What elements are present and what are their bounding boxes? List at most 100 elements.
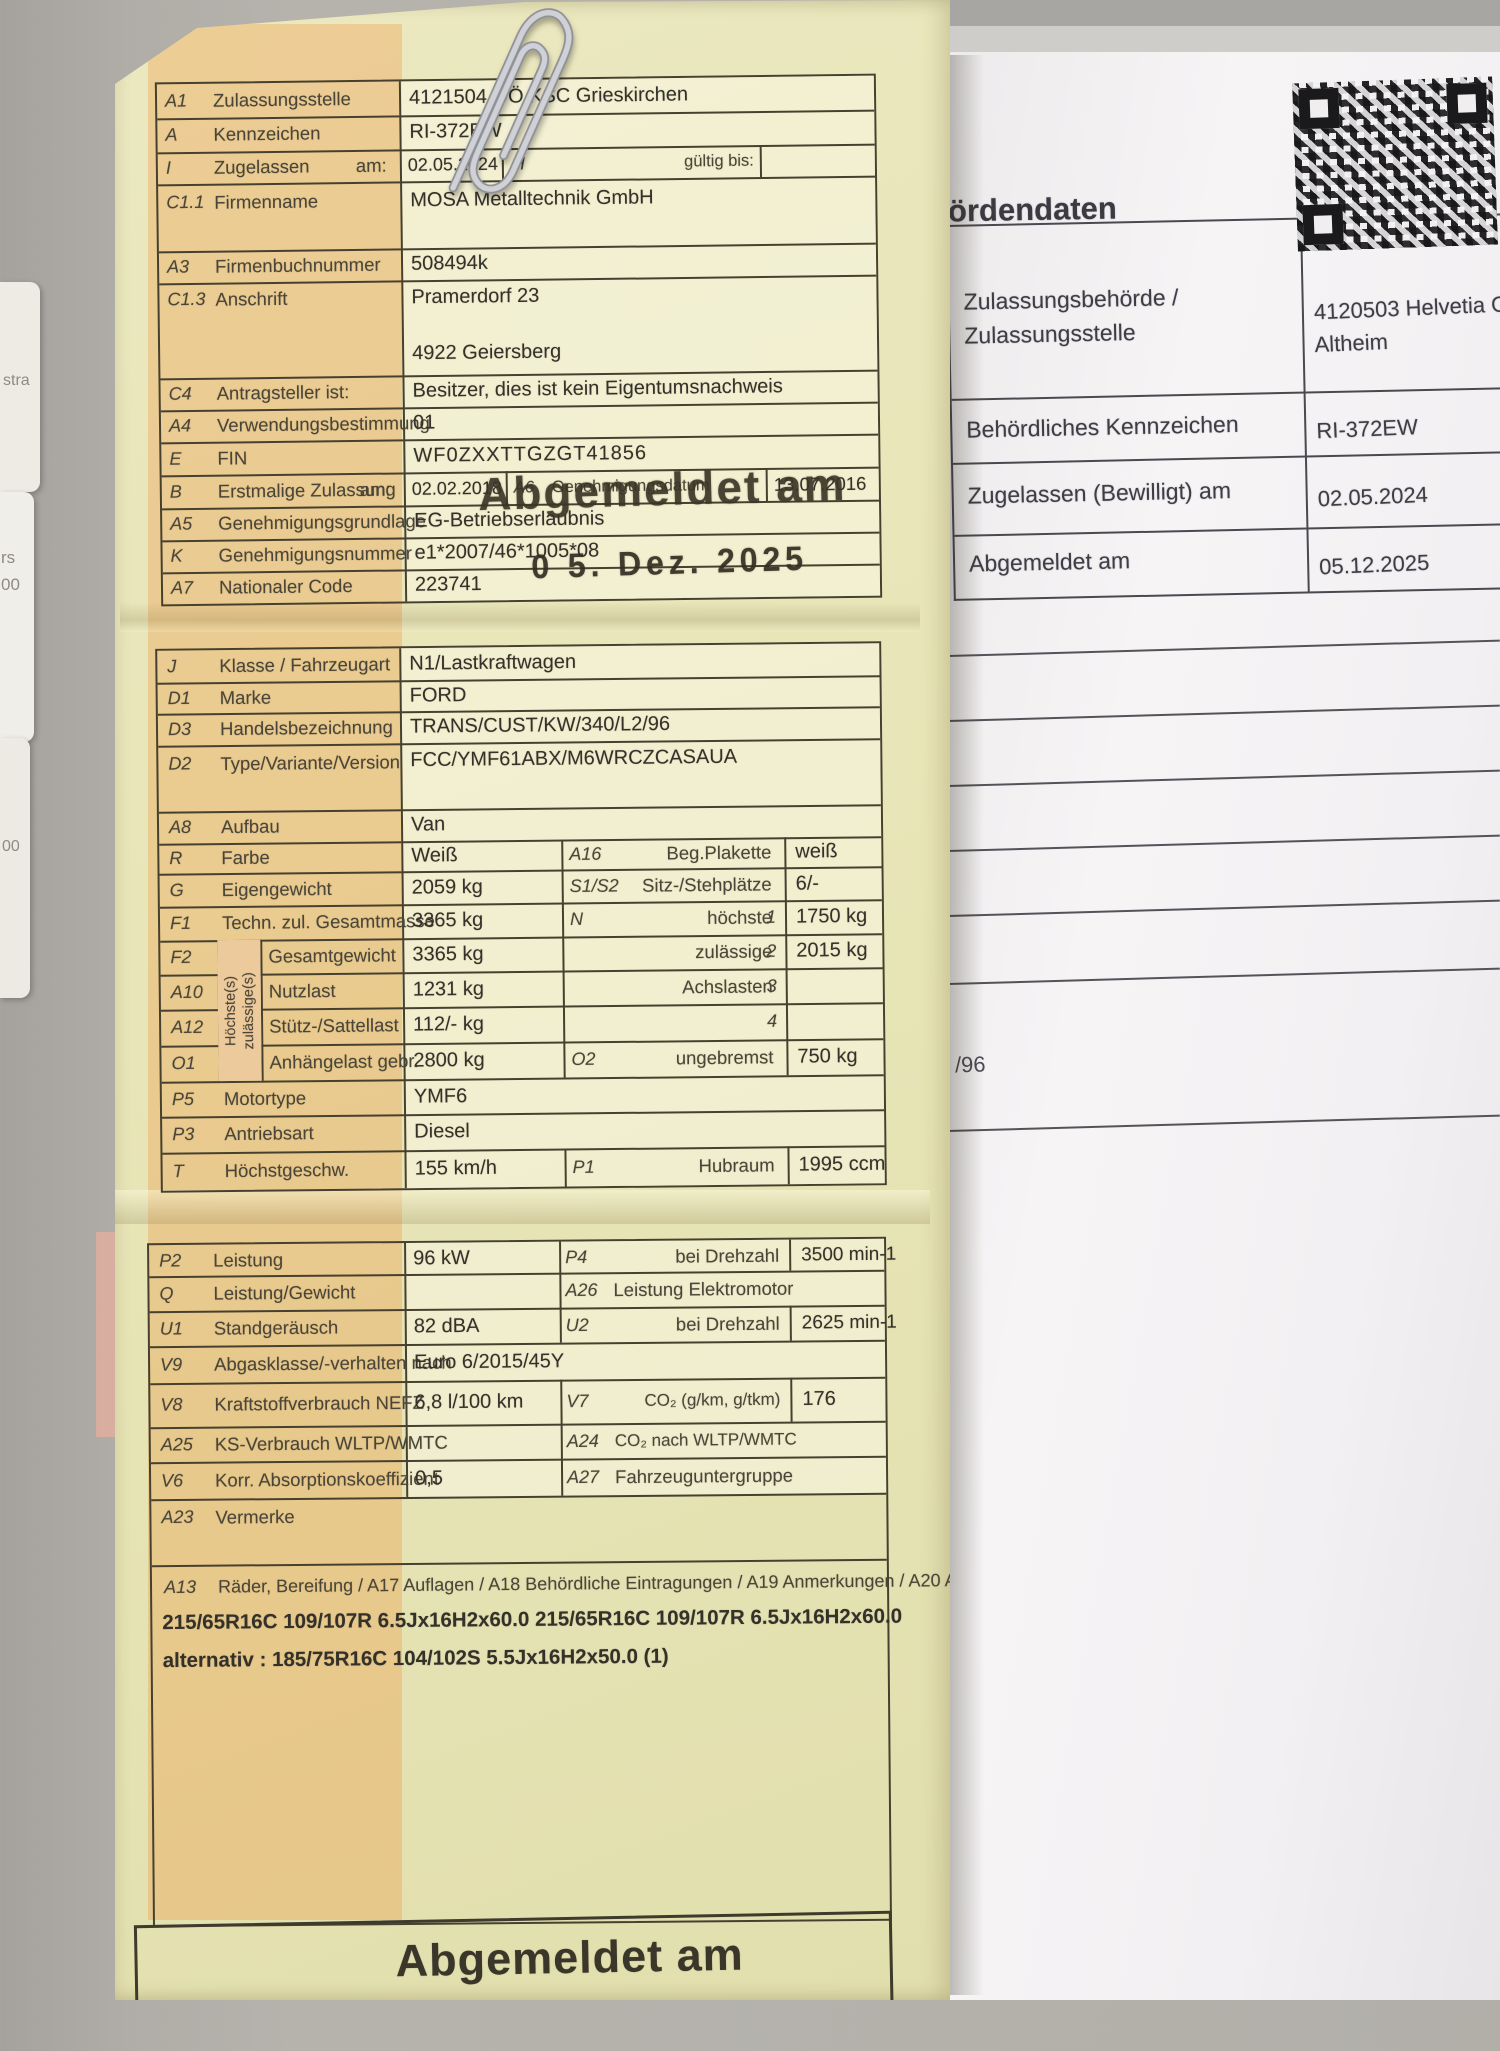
- cell-code: C1.3: [167, 288, 206, 310]
- cell-value: 0,5: [414, 1466, 443, 1489]
- subcolumn-divider: [790, 1377, 793, 1422]
- cell-label: Höchstgeschw.: [224, 1158, 350, 1182]
- behoerdendaten-page: [928, 52, 1500, 2000]
- cell-code: P5: [171, 1088, 195, 1109]
- cell-label2: Leistung Elektromotor: [613, 1277, 794, 1300]
- cell-code: C4: [168, 383, 192, 404]
- row-label: Behördliches Kennzeichen: [966, 410, 1239, 443]
- group-label-line: Höchste(s): [221, 975, 239, 1046]
- cell-code: F1: [169, 912, 192, 934]
- cell-value: Weiß: [411, 844, 458, 867]
- row-value: 02.05.2024: [1317, 481, 1429, 512]
- cell-label: Farbe: [221, 846, 270, 869]
- cell-value: 223741: [414, 572, 482, 596]
- cell-code: O1: [171, 1052, 196, 1074]
- row-value: Altheim: [1314, 329, 1389, 358]
- group-label-line: zulässige(s): [240, 971, 257, 1050]
- table-row: Zugelassen (Bewilligt) am 02.05.2024: [952, 451, 1500, 537]
- cell-label: Kraftstoffverbrauch NEFZ: [214, 1391, 424, 1415]
- cell-code: A23: [161, 1506, 194, 1528]
- row-label: Zulassungsbehörde /: [963, 284, 1179, 315]
- cell-label: Eigengewicht: [221, 877, 332, 900]
- cell-code2: P1: [572, 1156, 595, 1177]
- cell-code: P2: [159, 1249, 182, 1271]
- cell-value2: 3500 min-1: [801, 1243, 897, 1266]
- cell-label: FIN: [217, 446, 248, 469]
- row-label: Abgemeldet am: [968, 547, 1131, 577]
- cell-am: am:: [355, 154, 387, 176]
- cell-num: 1: [765, 906, 777, 927]
- qr-finder: [1298, 87, 1340, 130]
- cell-value2: 176: [802, 1387, 836, 1411]
- stamp-abgemeldet: Abgemeldet am: [477, 457, 848, 521]
- cell-label: Nutzlast: [268, 979, 336, 1002]
- cell-value2: weiß: [795, 840, 838, 863]
- cell-code: D2: [168, 753, 192, 774]
- cell-label: Zugelassen: [213, 155, 310, 178]
- cell-label: Antragsteller ist:: [216, 381, 350, 404]
- cell-label: Genehmigungsnummer: [218, 542, 413, 566]
- subcolumn-divider: [789, 1239, 792, 1271]
- cell-label: Verwendungsbestimmung: [216, 412, 431, 436]
- cell-code2: P4: [565, 1246, 588, 1267]
- cell-value: 82 dBA: [413, 1314, 480, 1337]
- cell-label: Motortype: [223, 1086, 307, 1109]
- cell-value: TRANS/CUST/KW/340/L2/96: [409, 712, 671, 738]
- paper-fragment-text: 00: [1, 575, 20, 594]
- subcolumn-divider: [789, 1305, 792, 1341]
- cell-label2: CO₂ nach WLTP/WMTC: [614, 1429, 797, 1450]
- paper-crease: [120, 602, 920, 632]
- cell-code: G: [169, 879, 184, 900]
- cell-code: P3: [172, 1123, 195, 1145]
- cell-value2: 2015 kg: [796, 938, 868, 962]
- cell-code2: A26: [565, 1279, 598, 1300]
- cell-code: J: [167, 656, 177, 677]
- cell-label: Nationaler Code: [218, 575, 353, 598]
- cell-code: T: [172, 1161, 184, 1182]
- left-paper-sliver: [0, 282, 40, 492]
- cell-label: Korr. Absorptionskoeffizient: [215, 1467, 440, 1491]
- form-table-power: P2 Leistung 96 kW P4 bei Drehzahl 3500 m…: [147, 1236, 950, 1928]
- cell-value2: 2625 min-1: [801, 1311, 897, 1334]
- bottom-stamp-box: Abgemeldet am: [133, 1910, 895, 2000]
- cell-label: Gesamtgewicht: [268, 944, 396, 967]
- cell-value: 1231 kg: [412, 977, 485, 1001]
- row-label: Zugelassen (Bewilligt) am: [967, 477, 1232, 509]
- cell-code: D3: [167, 718, 192, 740]
- cell-label: Aufbau: [220, 815, 280, 838]
- cell-num: 2: [766, 940, 777, 961]
- cell-label: Techn. zul. Gesamtmasse: [221, 909, 435, 934]
- cell-value: 2800 kg: [413, 1048, 485, 1072]
- cell-value: YMF6: [413, 1084, 468, 1108]
- cell-code: A3: [166, 256, 190, 277]
- cell-label2: Fahrzeuguntergruppe: [614, 1464, 794, 1487]
- cell-value: 6,8 l/100 km: [414, 1390, 524, 1414]
- cell-code: I: [165, 157, 172, 178]
- cell-value2: 1995 ccm: [798, 1152, 886, 1176]
- cell-value: 96 kW: [413, 1246, 470, 1269]
- cell-label2: Sitz-/Stehplätze: [641, 872, 772, 896]
- cell-label: Leistung/Gewicht: [213, 1280, 356, 1304]
- cell-label: Vermerke: [215, 1505, 295, 1528]
- a13-tires-line2: alternativ : 185/75R16C 104/102S 5.5Jx16…: [162, 1644, 669, 1673]
- cell-label: Firmenbuchnummer: [214, 253, 381, 277]
- cell-label: Standgeräusch: [213, 1316, 339, 1339]
- cell-value: 01: [412, 411, 436, 434]
- cell-code: B: [169, 481, 182, 502]
- cell-code: A10: [170, 981, 203, 1002]
- bottom-stamp-text: Abgemeldet am: [395, 1928, 745, 1987]
- row-label: Zulassungsstelle: [964, 319, 1136, 349]
- cell-value2: 750 kg: [797, 1044, 858, 1068]
- cell-code: A4: [168, 415, 192, 436]
- form-row-c13: C1.3 Anschrift Pramerdorf 23 4922 Geiers…: [159, 274, 878, 381]
- cell-value2: 1750 kg: [795, 904, 868, 928]
- cell-code2: O2: [571, 1048, 596, 1069]
- paper-fragment-text: rs: [1, 548, 16, 567]
- row-value: 05.12.2025: [1318, 549, 1430, 580]
- cell-code2: A16: [569, 843, 602, 864]
- form-row-a23: A23 Vermerke: [151, 1492, 887, 1568]
- cell-gueltig-bis: gültig bis:: [684, 151, 754, 171]
- cell-label2: Beg.Plakette: [666, 841, 772, 864]
- desk-strip: [925, 0, 1500, 28]
- cell-code: D1: [167, 687, 191, 708]
